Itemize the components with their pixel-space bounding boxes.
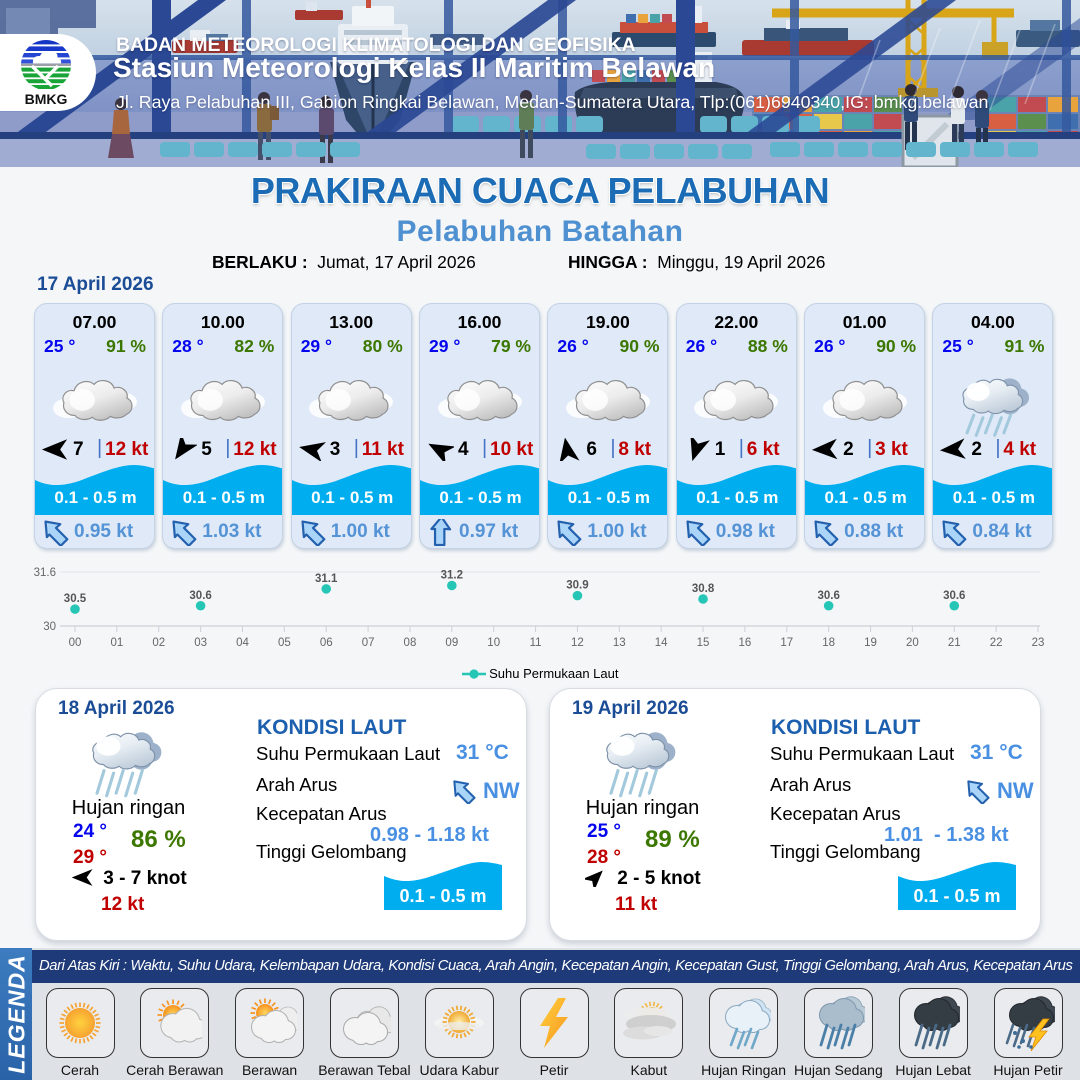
svg-text:11: 11	[530, 637, 542, 649]
svg-text:30.8: 30.8	[692, 583, 715, 595]
svg-text:00: 00	[69, 637, 82, 649]
svg-text:03: 03	[194, 637, 207, 649]
svg-text:30.9: 30.9	[566, 580, 588, 592]
svg-text:23: 23	[1032, 637, 1045, 649]
svg-text:31.6: 31.6	[34, 567, 56, 579]
svg-text:30.6: 30.6	[189, 590, 211, 602]
svg-text:14: 14	[655, 637, 668, 649]
svg-text:30: 30	[43, 621, 56, 633]
svg-text:07: 07	[362, 637, 375, 649]
svg-text:02: 02	[152, 637, 165, 649]
svg-text:04: 04	[236, 637, 249, 649]
svg-text:17: 17	[780, 637, 793, 649]
svg-text:08: 08	[404, 637, 417, 649]
svg-text:30.6: 30.6	[817, 590, 839, 602]
svg-text:30.5: 30.5	[64, 593, 87, 605]
svg-text:21: 21	[948, 637, 961, 649]
svg-text:01: 01	[110, 637, 123, 649]
svg-text:05: 05	[278, 637, 291, 649]
svg-text:15: 15	[697, 637, 710, 649]
svg-text:06: 06	[320, 637, 333, 649]
svg-text:20: 20	[906, 637, 919, 649]
svg-text:31.2: 31.2	[441, 570, 463, 582]
svg-text:19: 19	[864, 637, 877, 649]
svg-text:12: 12	[571, 637, 584, 649]
svg-text:31.1: 31.1	[315, 573, 338, 585]
svg-text:13: 13	[613, 637, 626, 649]
svg-text:10: 10	[487, 637, 500, 649]
svg-text:09: 09	[445, 637, 458, 649]
svg-text:18: 18	[822, 637, 835, 649]
svg-text:16: 16	[739, 637, 752, 649]
svg-text:22: 22	[990, 637, 1003, 649]
svg-text:30.6: 30.6	[943, 590, 965, 602]
